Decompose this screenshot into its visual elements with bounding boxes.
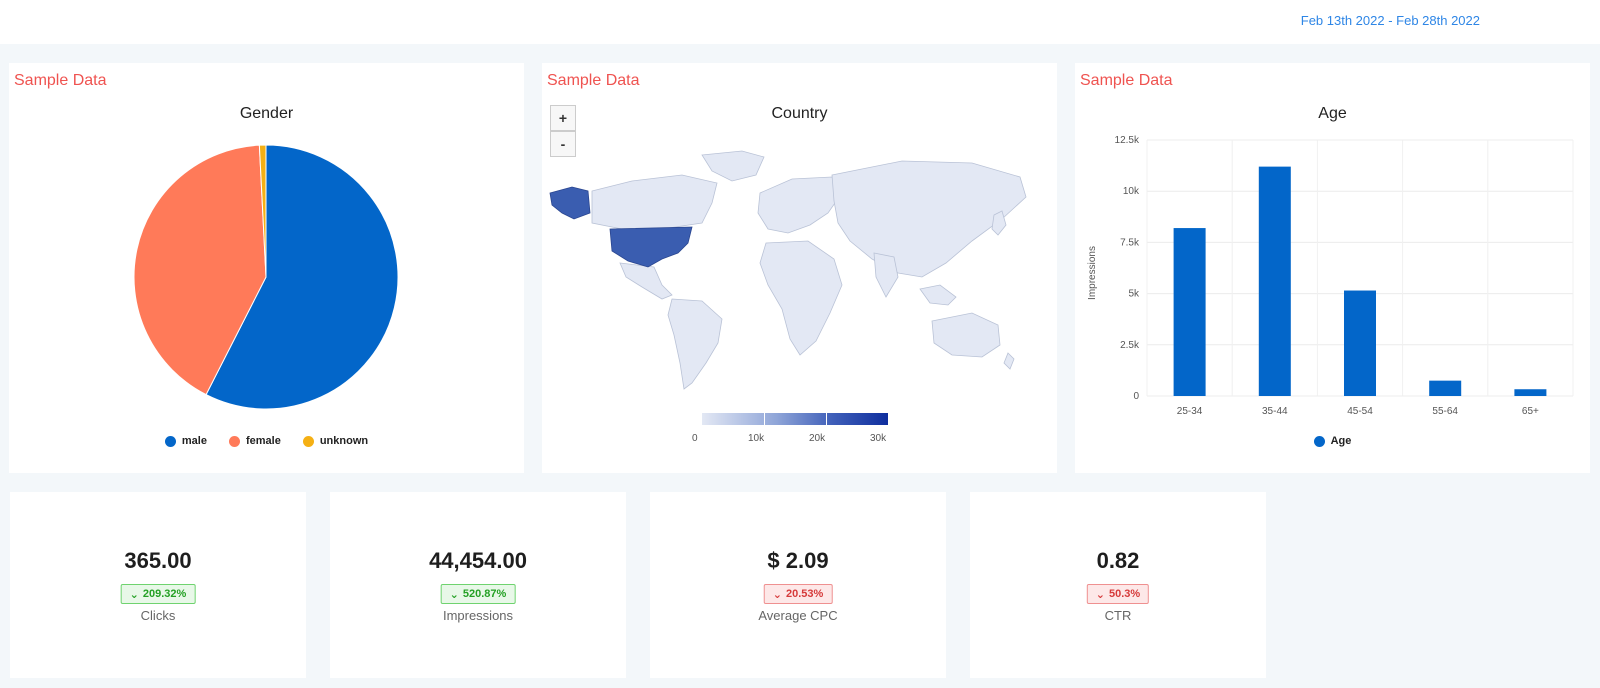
x-tick-label: 45-54: [1347, 406, 1373, 417]
map-region-greenland: [701, 150, 765, 182]
bar-25-34[interactable]: [1173, 228, 1206, 396]
zoom-in-button[interactable]: +: [550, 105, 576, 131]
y-tick-label: 10k: [1123, 186, 1140, 197]
kpi-card-impressions: 44,454.00 ⌄ 520.87% Impressions: [330, 492, 626, 678]
age-card: Sample Data Age 0 2.5k 5k 7.5k 10k 12.5k 25-3…: [1075, 63, 1590, 473]
kpi-label: Clicks: [140, 608, 176, 623]
map-region-europe: [757, 176, 843, 234]
kpi-change-value: 20.53%: [785, 588, 824, 600]
map-colorbar: [702, 413, 888, 425]
kpi-label: CTR: [1104, 608, 1132, 623]
map-region-alaska: [549, 186, 591, 220]
y-tick-label: 12.5k: [1115, 135, 1140, 146]
gender-pie-chart: [133, 144, 399, 410]
date-range-picker[interactable]: Feb 13th 2022 - Feb 28th 2022: [1300, 13, 1480, 28]
sample-data-label: Sample Data: [547, 72, 640, 89]
legend-item-age[interactable]: Age: [1313, 435, 1352, 447]
y-tick-label: 2.5k: [1120, 340, 1140, 351]
legend-dot: [302, 435, 314, 447]
bar-45-54[interactable]: [1344, 290, 1376, 396]
chevron-down-icon: ⌄: [449, 588, 459, 601]
legend-label: Age: [1330, 435, 1352, 447]
gender-card: Sample Data Gender male female unknown: [9, 63, 524, 473]
top-bar: Feb 13th 2022 - Feb 28th 2022: [0, 0, 1600, 44]
bar-35-44[interactable]: [1258, 166, 1291, 396]
bar-55-64[interactable]: [1429, 380, 1462, 396]
legend-label: female: [245, 435, 281, 447]
sample-data-label: Sample Data: [14, 72, 107, 89]
kpi-value: $ 2.09: [767, 548, 829, 573]
legend-item-male[interactable]: male: [164, 435, 207, 447]
chart-title: Country: [771, 105, 828, 122]
pie-slice-unknown[interactable]: [258, 144, 267, 278]
kpi-change-value: 50.3%: [1109, 588, 1141, 600]
y-tick-label: 5k: [1128, 289, 1140, 300]
kpi-change-value: 209.32%: [142, 588, 187, 600]
kpi-card-clicks: 365.00 ⌄ 209.32% Clicks: [10, 492, 306, 678]
pie-slice-female[interactable]: [133, 144, 267, 396]
kpi-card-ctr: 0.82 ⌄ 50.3% CTR: [970, 492, 1266, 678]
map-region-asia: [831, 160, 1027, 278]
map-region-south-america: [667, 298, 723, 390]
map-region-se-asia: [919, 284, 957, 306]
x-tick-label: 25-34: [1177, 406, 1203, 417]
bar-65+[interactable]: [1514, 389, 1547, 396]
legend-label: unknown: [319, 435, 369, 447]
map-region-india: [873, 252, 899, 298]
map-region-new-zealand: [1003, 352, 1015, 370]
kpi-change-badge: ⌄ 50.3%: [1086, 584, 1150, 604]
y-axis-label: Impressions: [1087, 246, 1098, 300]
kpi-value: 365.00: [124, 548, 192, 573]
map-region-canada: [591, 174, 718, 230]
chevron-down-icon: ⌄: [129, 588, 139, 601]
map-region-africa: [759, 240, 843, 356]
map-region-usa: [609, 226, 693, 268]
kpi-label: Average CPC: [758, 608, 838, 623]
pie-slice-male[interactable]: [205, 144, 399, 410]
chart-title: Age: [1318, 105, 1347, 122]
kpi-change-value: 520.87%: [462, 588, 507, 600]
chevron-down-icon: ⌄: [1095, 588, 1106, 601]
kpi-value: 44,454.00: [429, 548, 527, 573]
chevron-down-icon: ⌄: [772, 588, 782, 601]
y-tick-label: 7.5k: [1120, 237, 1140, 248]
kpi-change-badge: ⌄ 20.53%: [763, 584, 833, 604]
x-tick-label: 65+: [1522, 406, 1539, 417]
legend-label: male: [181, 435, 207, 447]
legend-item-unknown[interactable]: unknown: [302, 435, 369, 447]
legend-dot: [1313, 435, 1325, 447]
legend-dot: [164, 435, 176, 447]
world-map[interactable]: [542, 63, 1057, 473]
colorbar-tick: 30k: [870, 433, 887, 444]
kpi-change-badge: ⌄ 520.87%: [440, 584, 516, 604]
map-region-japan: [991, 210, 1007, 236]
map-region-mexico: [619, 262, 673, 300]
legend-item-female[interactable]: female: [228, 435, 281, 447]
zoom-out-button[interactable]: -: [550, 131, 576, 157]
colorbar-tick: 10k: [748, 433, 765, 444]
age-bar-chart: 0 2.5k 5k 7.5k 10k 12.5k 25-34 35-44 45-54 55-64…: [1087, 135, 1574, 417]
legend-dot: [228, 435, 240, 447]
y-tick-label: 0: [1133, 391, 1139, 402]
kpi-label: Impressions: [442, 608, 514, 623]
sample-data-label: Sample Data: [1080, 72, 1173, 89]
map-region-australia: [931, 312, 1001, 358]
kpi-value: 0.82: [1096, 548, 1140, 573]
chart-title: Gender: [239, 105, 294, 122]
kpi-card-average-cpc: $ 2.09 ⌄ 20.53% Average CPC: [650, 492, 946, 678]
colorbar-tick: 0: [692, 433, 698, 444]
age-legend: Age: [1075, 435, 1590, 447]
x-tick-label: 55-64: [1432, 406, 1458, 417]
kpi-change-badge: ⌄ 209.32%: [120, 584, 196, 604]
colorbar-tick: 20k: [809, 433, 826, 444]
country-card: Sample Data Country + -: [542, 63, 1057, 473]
x-tick-label: 35-44: [1262, 406, 1288, 417]
gender-legend: male female unknown: [9, 435, 524, 447]
